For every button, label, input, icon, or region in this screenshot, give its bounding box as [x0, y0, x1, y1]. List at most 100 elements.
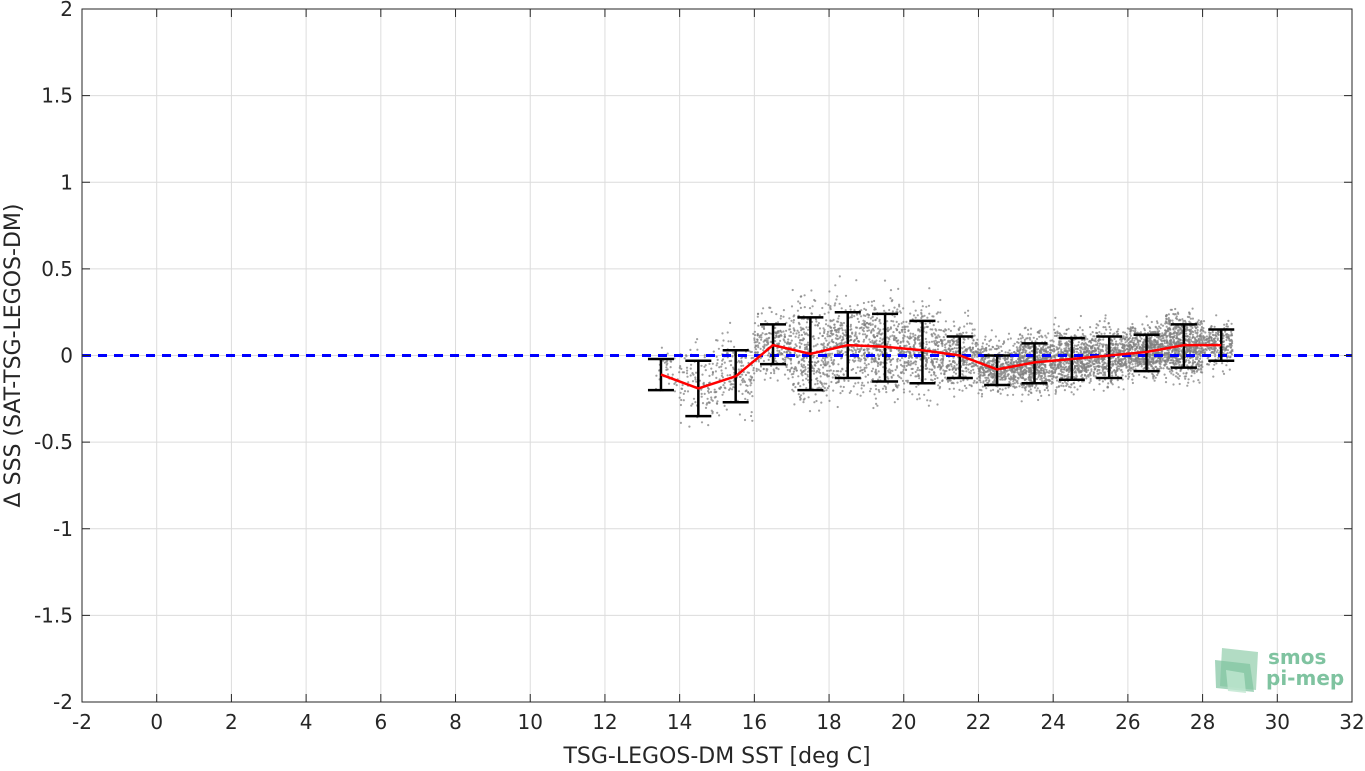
scatter-point — [1097, 346, 1100, 349]
scatter-point — [722, 391, 725, 394]
scatter-point — [1041, 372, 1044, 375]
scatter-point — [1085, 366, 1088, 369]
scatter-point — [799, 369, 803, 372]
scatter-point — [1054, 364, 1057, 367]
scatter-point — [1011, 369, 1014, 372]
scatter-point — [1054, 316, 1057, 319]
scatter-point — [752, 379, 755, 382]
scatter-point — [1104, 367, 1107, 370]
scatter-point — [971, 365, 974, 368]
scatter-point — [765, 368, 768, 371]
scatter-point — [792, 370, 796, 373]
scatter-point — [778, 349, 781, 353]
scatter-point — [847, 379, 850, 382]
scatter-point — [1089, 379, 1092, 383]
scatter-point — [899, 371, 903, 374]
scatter-point — [1052, 362, 1055, 365]
scatter-point — [737, 368, 740, 371]
scatter-point — [805, 326, 808, 329]
scatter-point — [951, 347, 954, 351]
scatter-point — [1111, 370, 1114, 373]
scatter-point — [924, 363, 928, 366]
scatter-point — [1101, 345, 1104, 348]
scatter-point — [1156, 327, 1159, 331]
scatter-point — [859, 360, 862, 363]
scatter-point — [754, 346, 757, 349]
scatter-point — [710, 409, 713, 412]
scatter-point — [1159, 338, 1162, 341]
scatter-point — [929, 328, 932, 331]
scatter-point — [1057, 343, 1060, 346]
scatter-point — [1091, 351, 1094, 354]
scatter-point — [755, 369, 758, 373]
scatter-point — [1132, 366, 1135, 369]
scatter-point — [1079, 385, 1082, 388]
scatter-point — [951, 381, 954, 384]
scatter-point — [765, 337, 768, 340]
scatter-point — [1161, 324, 1165, 327]
scatter-point — [925, 305, 928, 308]
scatter-point — [789, 351, 792, 355]
scatter-point — [841, 368, 844, 371]
scatter-point — [1029, 370, 1032, 373]
scatter-point — [953, 347, 956, 350]
scatter-point — [839, 370, 842, 373]
scatter-point — [1155, 320, 1159, 323]
scatter-point — [1054, 376, 1057, 379]
scatter-point — [902, 340, 905, 343]
scatter-point — [990, 348, 993, 351]
scatter-point — [671, 373, 674, 376]
scatter-point — [1113, 346, 1116, 349]
scatter-point — [1028, 336, 1031, 339]
scatter-point — [879, 337, 882, 340]
scatter-point — [1056, 354, 1059, 357]
scatter-point — [791, 288, 794, 292]
scatter-point — [1067, 366, 1070, 369]
scatter-point — [983, 371, 986, 374]
scatter-point — [1053, 345, 1056, 348]
scatter-point — [1085, 346, 1088, 349]
scatter-point — [1012, 380, 1015, 383]
scatter-point — [912, 350, 915, 353]
scatter-point — [948, 368, 951, 371]
scatter-point — [1119, 369, 1122, 372]
scatter-point — [1095, 326, 1098, 329]
scatter-point — [761, 332, 764, 335]
scatter-point — [780, 352, 783, 355]
scatter-point — [925, 360, 928, 363]
scatter-point — [1026, 328, 1030, 331]
scatter-point — [829, 319, 832, 322]
scatter-point — [888, 368, 891, 371]
scatter-point — [1098, 383, 1101, 386]
scatter-point — [1010, 371, 1014, 374]
scatter-point — [728, 360, 731, 363]
scatter-point — [948, 387, 951, 391]
scatter-point — [1097, 324, 1100, 327]
scatter-point — [871, 367, 875, 370]
scatter-point — [841, 324, 844, 327]
scatter-point — [1136, 364, 1139, 367]
scatter-point — [967, 368, 970, 371]
scatter-point — [729, 387, 732, 390]
scatter-point — [877, 378, 880, 381]
scatter-point — [928, 312, 931, 315]
scatter-point — [1147, 367, 1150, 370]
scatter-point — [799, 326, 802, 329]
scatter-point — [753, 322, 757, 325]
scatter-point — [1083, 374, 1087, 377]
scatter-point — [978, 374, 982, 377]
scatter-point — [1153, 362, 1156, 365]
scatter-point — [1085, 362, 1088, 365]
scatter-point — [923, 326, 926, 329]
scatter-point — [1116, 379, 1119, 382]
scatter-point — [786, 342, 789, 345]
scatter-point — [690, 404, 693, 407]
scatter-point — [1156, 373, 1159, 377]
scatter-point — [718, 414, 721, 417]
scatter-point — [915, 385, 918, 388]
scatter-point — [965, 331, 968, 334]
scatter-point — [801, 379, 805, 382]
scatter-point — [1131, 363, 1134, 366]
scatter-point — [1021, 386, 1024, 389]
scatter-point — [1125, 333, 1128, 336]
